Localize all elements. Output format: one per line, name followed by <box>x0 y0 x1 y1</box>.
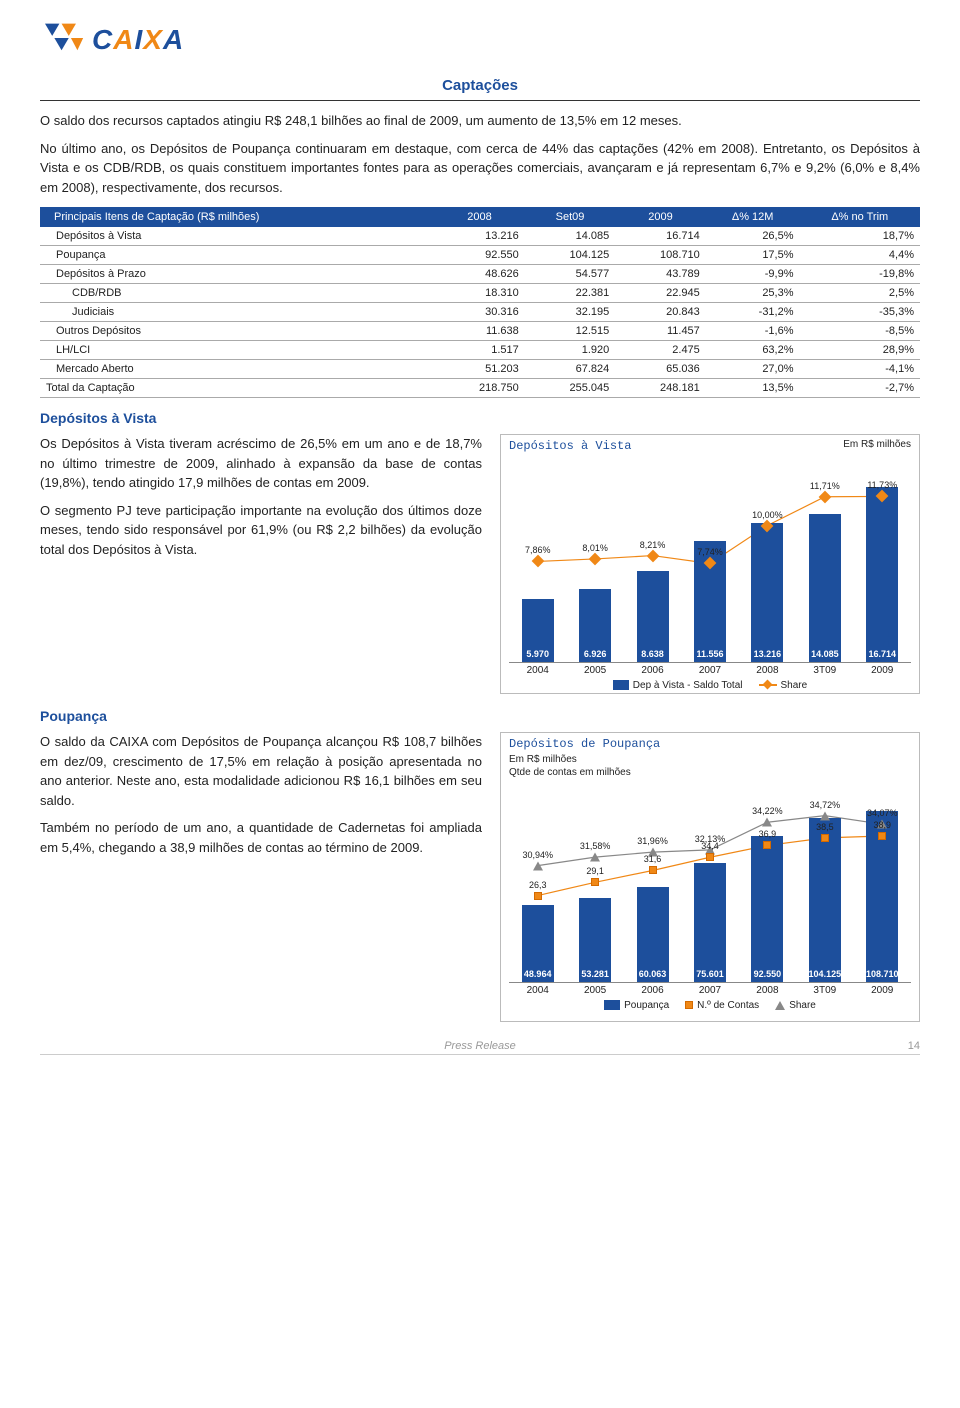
poup-p1: O saldo da CAIXA com Depósitos de Poupan… <box>40 732 482 810</box>
captacao-table: Principais Itens de Captação (R$ milhões… <box>40 207 920 398</box>
x-label: 3T09 <box>796 985 853 996</box>
legend-share-p: Share <box>789 1000 816 1011</box>
table-row: Outros Depósitos11.63812.51511.457-1,6%-… <box>40 322 920 341</box>
bar: 8.638 <box>637 571 669 662</box>
paragraph-1: O saldo dos recursos captados atingiu R$… <box>40 111 920 131</box>
x-label: 2009 <box>854 985 911 996</box>
bar: 16.714 <box>866 487 898 662</box>
chart-depositos-vista: Depósitos à Vista Em R$ milhões 5.970 6.9… <box>500 434 920 694</box>
bar: 5.970 <box>522 599 554 662</box>
footer-text: Press Release <box>444 1040 516 1052</box>
legend-share: Share <box>781 680 808 691</box>
x-label: 2007 <box>681 665 738 676</box>
table-row: Total da Captação218.750255.045248.18113… <box>40 379 920 398</box>
legend-bar-p: Poupança <box>624 1000 669 1011</box>
heading-poupanca: Poupança <box>40 708 920 724</box>
logo-text: CAIXA <box>92 24 184 56</box>
th-3: 2009 <box>615 207 706 227</box>
paragraph-2: No último ano, os Depósitos de Poupança … <box>40 139 920 198</box>
x-label: 2005 <box>566 665 623 676</box>
bar: 104.125 <box>809 818 841 982</box>
chart-vista-title: Depósitos à Vista <box>509 439 631 453</box>
chart-vista-legend: Dep à Vista - Saldo Total Share <box>501 676 919 697</box>
chart-poup-sub: Em R$ milhõesQtde de contas em milhões <box>509 753 631 779</box>
th-2: Set09 <box>525 207 616 227</box>
legend-contas: N.º de Contas <box>697 1000 759 1011</box>
vista-p1: Os Depósitos à Vista tiveram acréscimo d… <box>40 434 482 493</box>
divider <box>40 100 920 101</box>
x-label: 2004 <box>509 665 566 676</box>
bar: 60.063 <box>637 887 669 982</box>
poup-p2: Também no período de um ano, a quantidad… <box>40 818 482 857</box>
heading-depositos-vista: Depósitos à Vista <box>40 410 920 426</box>
x-label: 2006 <box>624 665 681 676</box>
th-1: 2008 <box>434 207 525 227</box>
x-label: 2007 <box>681 985 738 996</box>
x-label: 2008 <box>739 665 796 676</box>
bar: 14.085 <box>809 514 841 662</box>
table-row: Mercado Aberto51.20367.82465.03627,0%-4,… <box>40 360 920 379</box>
x-label: 2005 <box>566 985 623 996</box>
x-label: 2009 <box>854 665 911 676</box>
footer: Press Release 14 <box>40 1040 920 1055</box>
table-row: Depósitos à Prazo48.62654.57743.789-9,9%… <box>40 265 920 284</box>
chart-poupanca: Depósitos de Poupança Em R$ milhõesQtde … <box>500 732 920 1022</box>
x-label: 3T09 <box>796 665 853 676</box>
bar: 13.216 <box>751 523 783 662</box>
chart-poup-title: Depósitos de Poupança <box>509 737 660 751</box>
caixa-logo-icon <box>40 20 86 59</box>
vista-p2: O segmento PJ teve participação importan… <box>40 501 482 560</box>
x-label: 2004 <box>509 985 566 996</box>
th-0: Principais Itens de Captação (R$ milhões… <box>40 207 434 227</box>
table-row: Judiciais30.31632.19520.843-31,2%-35,3% <box>40 303 920 322</box>
table-row: Poupança92.550104.125108.71017,5%4,4% <box>40 246 920 265</box>
bar: 48.964 <box>522 905 554 982</box>
chart-vista-unit: Em R$ milhões <box>843 439 911 450</box>
section-title: Captações <box>40 77 920 94</box>
bar: 75.601 <box>694 863 726 982</box>
table-row: Depósitos à Vista13.21614.08516.71426,5%… <box>40 227 920 246</box>
bar: 53.281 <box>579 898 611 982</box>
table-row: LH/LCI1.5171.9202.47563,2%28,9% <box>40 341 920 360</box>
x-label: 2008 <box>739 985 796 996</box>
table-row: CDB/RDB18.31022.38122.94525,3%2,5% <box>40 284 920 303</box>
bar: 6.926 <box>579 589 611 662</box>
logo: CAIXA <box>40 20 920 59</box>
th-5: Δ% no Trim <box>800 207 920 227</box>
bar: 92.550 <box>751 836 783 982</box>
legend-bar: Dep à Vista - Saldo Total <box>633 680 743 691</box>
page-number: 14 <box>908 1040 920 1052</box>
th-4: Δ% 12M <box>706 207 800 227</box>
chart-poup-legend: Poupança N.º de Contas Share <box>501 996 919 1017</box>
x-label: 2006 <box>624 985 681 996</box>
